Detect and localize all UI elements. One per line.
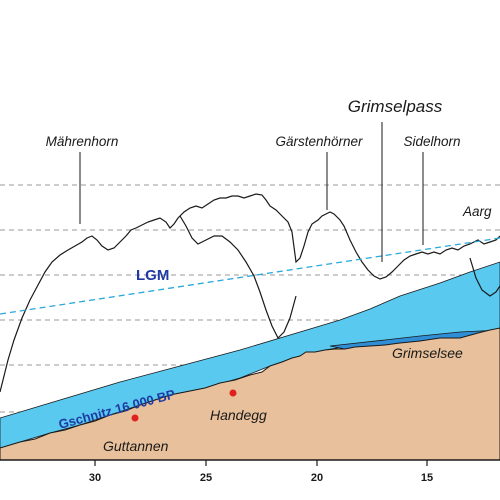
marker-guttannen	[131, 414, 139, 422]
pass-label-grimselpass: Grimselpass	[348, 97, 443, 116]
lgm-ice-surface-line	[0, 237, 500, 315]
place-label-guttannen: Guttannen	[103, 438, 169, 454]
axis-tick-label: 15	[421, 472, 433, 484]
peak-label-gaerstenhoerner: Gärstenhörner	[275, 134, 363, 149]
glacier-label-lgm: LGM	[136, 267, 169, 284]
axis-tick-label: 25	[200, 472, 212, 484]
bedrock	[0, 327, 500, 461]
peak-leader-lines	[79, 122, 424, 262]
axis-tick-label: 30	[89, 472, 101, 484]
mountain-ridge-profile	[0, 193, 500, 393]
place-label-handegg: Handegg	[210, 407, 267, 423]
far-right-profile	[469, 257, 500, 297]
peak-label-aargletscher: Aarg	[462, 204, 492, 219]
distance-axis: 30 25 20 15	[0, 459, 500, 484]
peak-label-sidelhorn: Sidelhorn	[403, 134, 460, 149]
marker-handegg	[229, 389, 237, 397]
peak-label-maehrenhorn: Mährenhorn	[46, 134, 119, 149]
side-valley-profile	[179, 215, 297, 340]
lake-label-grimselsee: Grimselsee	[392, 345, 463, 361]
axis-tick-label: 20	[311, 472, 323, 484]
